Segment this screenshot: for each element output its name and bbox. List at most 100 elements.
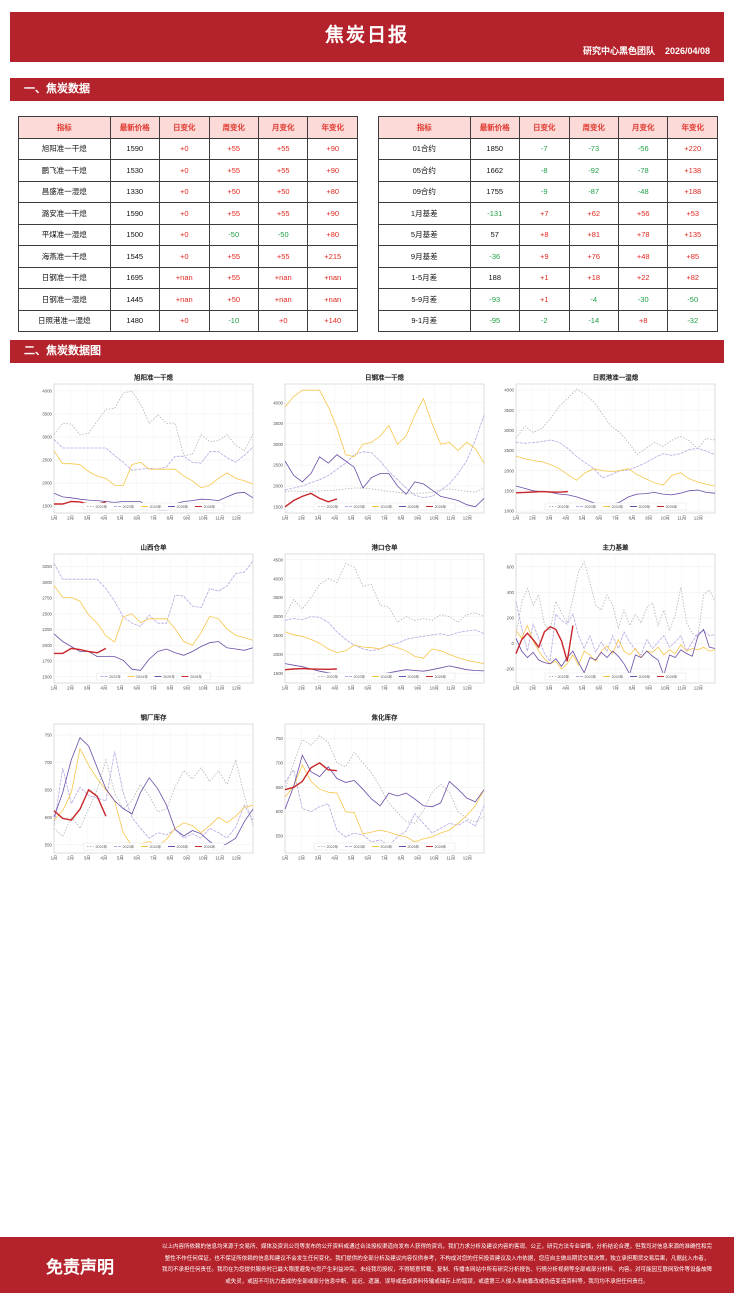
svg-text:2月: 2月 xyxy=(529,686,536,692)
indicator-value: +0 xyxy=(159,309,210,332)
svg-text:2022年: 2022年 xyxy=(327,504,339,509)
indicator-value: +55 xyxy=(208,245,259,268)
svg-text:8月: 8月 xyxy=(398,856,405,862)
svg-text:3000: 3000 xyxy=(504,428,514,433)
svg-text:旭阳准一干熄: 旭阳准一干熄 xyxy=(133,373,174,382)
svg-text:1月: 1月 xyxy=(513,686,520,692)
indicator-value: +140 xyxy=(307,309,358,332)
svg-text:3000: 3000 xyxy=(42,580,52,585)
svg-text:2022年: 2022年 xyxy=(96,504,108,509)
svg-text:2月: 2月 xyxy=(298,516,305,522)
svg-text:1月: 1月 xyxy=(282,856,289,862)
svg-text:3500: 3500 xyxy=(504,408,514,413)
table-row: 潞安准一干熄 1590 +0 +55 +55 +90 xyxy=(18,202,358,225)
indicator-value: +1 xyxy=(519,266,570,289)
indicator-value: -7 xyxy=(519,137,570,160)
svg-text:5月: 5月 xyxy=(117,516,124,522)
column-header: 年变化 xyxy=(307,116,358,139)
svg-text:2024年: 2024年 xyxy=(381,844,393,849)
futures-table-header: 指标 最新价格 日变化 周变化 月变化 年变化 xyxy=(378,116,718,139)
indicator-name: 日钢准一湿熄 xyxy=(18,288,111,311)
spot-table-body: 旭阳准一干熄 1590 +0 +55 +55 +90 鹏飞准一干熄 1530 +0 +55 +55 +… xyxy=(18,137,358,332)
svg-text:11月: 11月 xyxy=(215,516,224,522)
report-header: 焦炭日报 研究中心黑色团队 2026/04/08 xyxy=(10,12,724,62)
indicator-name: 1-5月差 xyxy=(378,266,471,289)
svg-text:3月: 3月 xyxy=(84,516,91,522)
svg-text:2025年: 2025年 xyxy=(639,504,651,509)
svg-text:5月: 5月 xyxy=(579,516,586,522)
svg-text:2025年: 2025年 xyxy=(408,844,420,849)
indicator-name: 旭阳准一干熄 xyxy=(18,137,111,160)
indicator-value: +138 xyxy=(667,159,718,182)
svg-text:2026年: 2026年 xyxy=(204,504,216,509)
spot-table-header: 指标 最新价格 日变化 周变化 月变化 年变化 xyxy=(18,116,358,139)
svg-text:7月: 7月 xyxy=(150,516,157,522)
indicator-value: -50 xyxy=(257,223,309,246)
table-row: 9月基差 -36 +9 +76 +48 +85 xyxy=(378,245,718,268)
svg-text:10月: 10月 xyxy=(661,516,670,522)
indicator-value: 188 xyxy=(469,266,521,289)
indicator-value: +0 xyxy=(257,309,309,332)
table-row: 日钢准一干熄 1695 +nan +55 +nan +nan xyxy=(18,266,358,289)
indicator-value: -92 xyxy=(568,159,619,182)
indicator-value: 1662 xyxy=(469,159,521,182)
svg-text:6月: 6月 xyxy=(133,516,140,522)
charts-grid: 1500 2000 2500 3000 3500 4000 1月 2月 3月 4月 5月 6月 7月 8月… xyxy=(29,371,725,881)
svg-text:2月: 2月 xyxy=(298,856,305,862)
indicator-value: +18 xyxy=(568,266,619,289)
indicator-value: +0 xyxy=(159,180,210,203)
indicator-value: +22 xyxy=(617,266,669,289)
svg-text:日钢准一干熄: 日钢准一干熄 xyxy=(365,373,405,382)
svg-text:12月: 12月 xyxy=(232,516,241,522)
futures-table-body: 01合约 1850 -7 -73 -56 +220 05合约 1662 -8 -92 -78 +138… xyxy=(378,137,718,332)
svg-text:5月: 5月 xyxy=(348,686,355,692)
indicator-value: +55 xyxy=(257,202,309,225)
indicator-value: +215 xyxy=(307,245,358,268)
svg-text:5月: 5月 xyxy=(348,856,355,862)
indicator-value: -48 xyxy=(617,180,669,203)
svg-text:2025年: 2025年 xyxy=(408,504,420,509)
indicator-value: -36 xyxy=(469,245,521,268)
svg-text:2250: 2250 xyxy=(42,627,52,632)
svg-text:7月: 7月 xyxy=(381,516,388,522)
svg-text:11月: 11月 xyxy=(446,856,455,862)
svg-text:12月: 12月 xyxy=(232,686,241,692)
indicator-value: +0 xyxy=(159,159,210,182)
indicator-value: 1530 xyxy=(109,159,161,182)
svg-text:2月: 2月 xyxy=(67,516,74,522)
table-row: 平煤准一湿熄 1500 +0 -50 -50 +80 xyxy=(18,223,358,246)
svg-text:2025年: 2025年 xyxy=(177,504,189,509)
svg-text:1月: 1月 xyxy=(282,686,289,692)
report-date: 2026/04/08 xyxy=(664,46,710,56)
svg-text:2022年: 2022年 xyxy=(96,844,108,849)
svg-text:2022年: 2022年 xyxy=(558,504,570,509)
svg-text:4月: 4月 xyxy=(100,516,107,522)
column-header: 年变化 xyxy=(667,116,718,139)
svg-text:2026年: 2026年 xyxy=(204,844,216,849)
table-header-row: 指标 最新价格 日变化 周变化 月变化 年变化 xyxy=(18,116,358,139)
chart-steel-mill-inventory: 550 600 650 700 750 1月 2月 3月 4月 5月 6月 7月 8月 9月 10月 11月 1… xyxy=(29,711,260,871)
svg-text:7月: 7月 xyxy=(381,686,388,692)
svg-text:12月: 12月 xyxy=(463,516,472,522)
svg-text:1月: 1月 xyxy=(51,686,58,692)
svg-text:9月: 9月 xyxy=(645,516,652,522)
svg-text:2024年: 2024年 xyxy=(150,504,162,509)
indicator-value: +62 xyxy=(568,202,619,225)
indicator-value: +nan xyxy=(307,266,358,289)
svg-text:4500: 4500 xyxy=(273,557,283,562)
team-name: 研究中心黑色团队 xyxy=(582,46,655,56)
svg-text:3月: 3月 xyxy=(315,516,322,522)
svg-text:12月: 12月 xyxy=(232,856,241,862)
svg-text:3000: 3000 xyxy=(273,614,283,619)
report-subtitle: 研究中心黑色团队 2026/04/08 xyxy=(583,44,710,57)
table-row: 09合约 1755 -9 -87 -48 +188 xyxy=(378,180,718,203)
svg-text:4000: 4000 xyxy=(273,576,283,581)
indicator-value: +50 xyxy=(208,180,259,203)
svg-text:3500: 3500 xyxy=(42,412,52,417)
svg-text:3月: 3月 xyxy=(84,856,91,862)
svg-text:9月: 9月 xyxy=(414,516,421,522)
svg-text:600: 600 xyxy=(276,809,284,814)
svg-text:700: 700 xyxy=(45,760,53,765)
report-title: 焦炭日报 xyxy=(324,25,409,46)
